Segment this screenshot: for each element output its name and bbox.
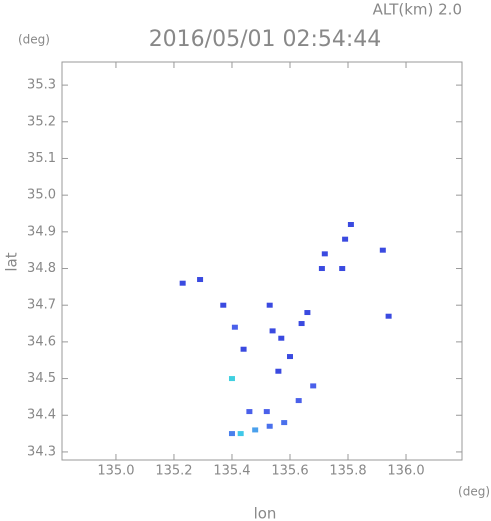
- echo-point: [228, 376, 235, 382]
- echo-point: [339, 266, 346, 272]
- echo-point: [228, 431, 235, 437]
- echo-point: [231, 324, 238, 330]
- y-tick-label: 34.6: [27, 334, 56, 349]
- echo-point: [275, 368, 282, 374]
- echo-point: [266, 302, 273, 308]
- y-unit: (deg): [18, 33, 50, 47]
- echo-point: [179, 280, 186, 286]
- y-tick-label: 35.0: [27, 188, 56, 203]
- echo-point: [266, 423, 273, 429]
- echo-point: [286, 354, 293, 360]
- echo-point: [263, 409, 270, 415]
- x-tick-label: 135.6: [271, 464, 308, 479]
- chart-title: 2016/05/01 02:54:44: [149, 27, 382, 52]
- echo-point: [385, 313, 392, 319]
- y-tick-label: 34.3: [27, 444, 56, 459]
- altitude-label: ALT(km) 2.0: [373, 1, 462, 19]
- echo-point: [298, 321, 305, 327]
- echo-point: [310, 383, 317, 389]
- y-tick-label: 34.9: [27, 224, 56, 239]
- echo-point: [278, 335, 285, 341]
- echo-point: [246, 409, 253, 415]
- echo-point: [281, 420, 288, 426]
- echo-point: [342, 236, 349, 242]
- y-tick-label: 34.5: [27, 371, 56, 386]
- echo-point: [318, 266, 325, 272]
- echo-point: [295, 398, 302, 404]
- echo-point: [269, 328, 276, 334]
- y-tick-label: 35.1: [27, 151, 56, 166]
- echo-point: [321, 251, 328, 257]
- x-tick-label: 135.2: [155, 464, 192, 479]
- echo-point: [237, 431, 244, 437]
- x-tick-label: 135.0: [97, 464, 134, 479]
- y-tick-label: 35.3: [27, 78, 56, 93]
- echo-point: [252, 427, 259, 433]
- y-tick-label: 34.8: [27, 261, 56, 276]
- y-tick-label: 34.4: [27, 408, 56, 423]
- echo-point: [220, 302, 227, 308]
- x-tick-label: 135.8: [329, 464, 366, 479]
- x-tick-label: 136.0: [387, 464, 424, 479]
- echo-point: [347, 222, 354, 228]
- echo-point: [379, 247, 386, 253]
- x-tick-label: 135.4: [213, 464, 250, 479]
- echo-point: [240, 346, 247, 352]
- plot-frame: [61, 61, 463, 461]
- echo-point: [304, 310, 311, 316]
- y-axis-label: lat: [3, 252, 21, 271]
- echo-point: [197, 277, 204, 283]
- x-axis-label: lon: [254, 505, 277, 521]
- y-tick-label: 35.2: [27, 114, 56, 129]
- y-tick-label: 34.7: [27, 298, 56, 313]
- x-unit: (deg): [458, 485, 490, 499]
